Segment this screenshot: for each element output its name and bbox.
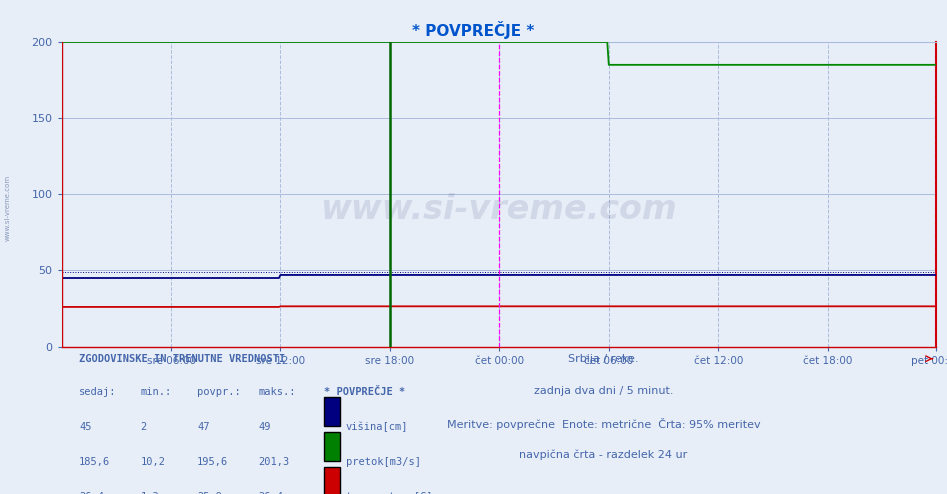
Text: zadnja dva dni / 5 minut.: zadnja dva dni / 5 minut. <box>534 386 673 396</box>
Text: min.:: min.: <box>140 387 171 397</box>
Text: 25,9: 25,9 <box>197 492 222 494</box>
Text: 201,3: 201,3 <box>259 457 290 467</box>
Text: temperatura[C]: temperatura[C] <box>346 492 433 494</box>
Text: 47: 47 <box>197 422 209 432</box>
Text: 49: 49 <box>259 422 271 432</box>
Text: 2: 2 <box>140 422 147 432</box>
Text: Srbija / reke.: Srbija / reke. <box>568 354 638 364</box>
Text: navpična črta - razdelek 24 ur: navpična črta - razdelek 24 ur <box>519 450 688 460</box>
Text: 10,2: 10,2 <box>140 457 165 467</box>
FancyBboxPatch shape <box>324 397 340 426</box>
Text: višina[cm]: višina[cm] <box>346 422 408 432</box>
Text: povpr.:: povpr.: <box>197 387 241 397</box>
Text: * POVPREČJE *: * POVPREČJE * <box>324 387 405 397</box>
Text: www.si-vreme.com: www.si-vreme.com <box>5 174 10 241</box>
Text: 45: 45 <box>79 422 92 432</box>
Text: * POVPREČJE *: * POVPREČJE * <box>412 21 535 39</box>
Text: 1,3: 1,3 <box>140 492 159 494</box>
FancyBboxPatch shape <box>324 432 340 461</box>
FancyBboxPatch shape <box>324 467 340 494</box>
Text: 26,4: 26,4 <box>79 492 104 494</box>
Text: Meritve: povprečne  Enote: metrične  Črta: 95% meritev: Meritve: povprečne Enote: metrične Črta:… <box>447 417 760 430</box>
Text: maks.:: maks.: <box>259 387 295 397</box>
Text: www.si-vreme.com: www.si-vreme.com <box>320 193 677 226</box>
Text: 26,4: 26,4 <box>259 492 283 494</box>
Text: sedaj:: sedaj: <box>79 387 116 397</box>
Text: ZGODOVINSKE IN TRENUTNE VREDNOSTI: ZGODOVINSKE IN TRENUTNE VREDNOSTI <box>79 354 285 364</box>
Text: 195,6: 195,6 <box>197 457 228 467</box>
Text: pretok[m3/s]: pretok[m3/s] <box>346 457 420 467</box>
Text: 185,6: 185,6 <box>79 457 110 467</box>
